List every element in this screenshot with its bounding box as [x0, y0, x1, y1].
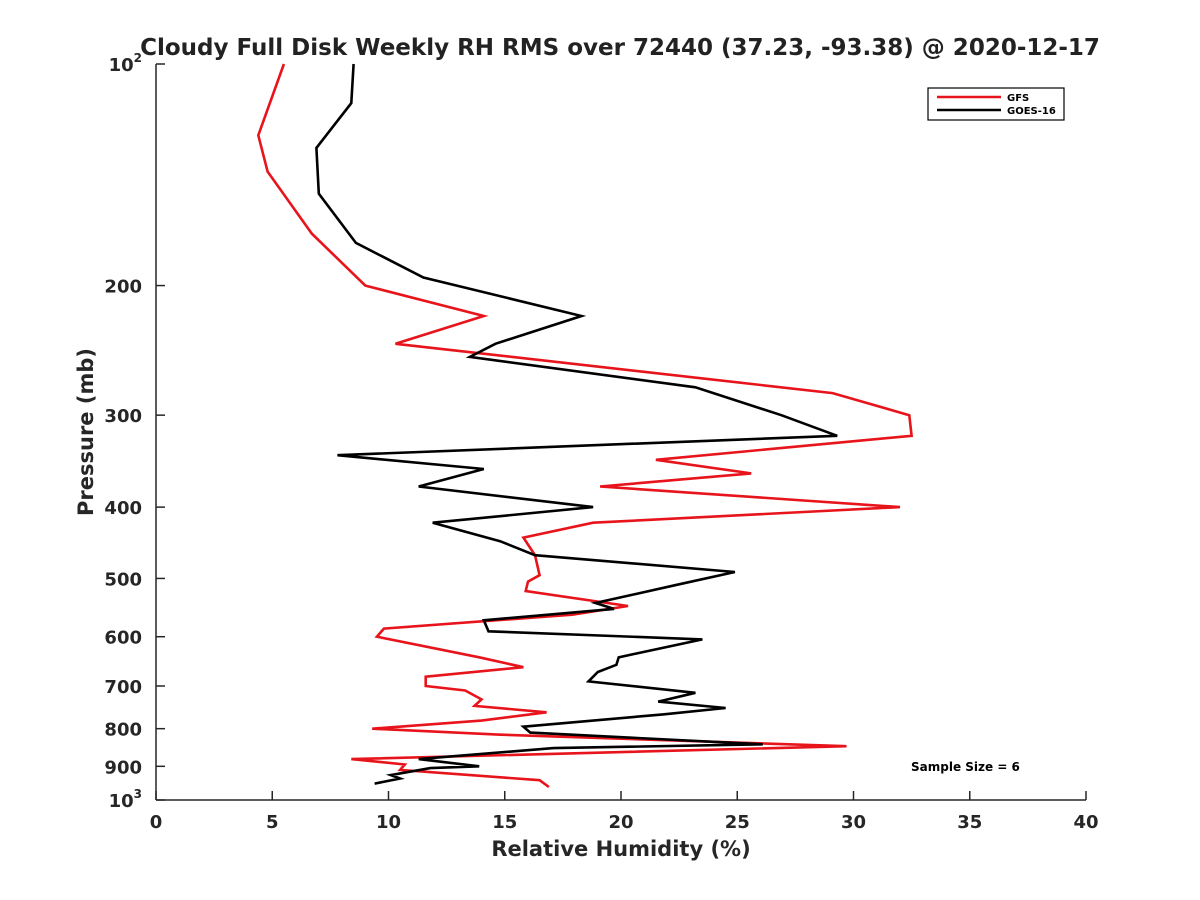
x-tick-label-15: 15: [492, 812, 517, 833]
x-tick-label-40: 40: [1073, 812, 1098, 833]
y-tick-label-800: 800: [104, 720, 142, 741]
x-tick-label-0: 0: [150, 812, 163, 833]
x-tick-label-5: 5: [266, 812, 279, 833]
y-tick-label-300: 300: [104, 406, 142, 427]
series-line-goes16: [315, 63, 838, 785]
y-tick-label-900: 900: [104, 757, 142, 778]
y-tick-label-700: 700: [104, 677, 142, 698]
legend: GFS GOES-16: [927, 87, 1065, 121]
legend-label-gfs: GFS: [1007, 93, 1029, 104]
x-tick-label-10: 10: [376, 812, 401, 833]
x-tick-label-35: 35: [957, 812, 982, 833]
series-line-gfs: [256, 63, 914, 789]
y-tick-label-200: 200: [104, 277, 142, 298]
legend-box: [927, 87, 1065, 121]
legend-label-goes16: GOES-16: [1007, 106, 1056, 117]
x-tick-label-30: 30: [841, 812, 866, 833]
y-tick-label-600: 600: [104, 628, 142, 649]
chart-title: Cloudy Full Disk Weekly RH RMS over 7244…: [140, 35, 1100, 61]
y-axis-label: Pressure (mb): [74, 348, 98, 516]
y-tick-label-100: 102: [109, 51, 142, 76]
x-axis-label: Relative Humidity (%): [491, 837, 750, 861]
x-axis-ticks: 0 5 10 15 20 25 30 35 40: [150, 791, 1099, 833]
y-tick-label-1000: 103: [109, 787, 142, 812]
x-tick-label-25: 25: [725, 812, 750, 833]
y-tick-label-400: 400: [104, 498, 142, 519]
x-tick-label-20: 20: [608, 812, 633, 833]
y-tick-label-500: 500: [104, 569, 142, 590]
plot-area: [256, 63, 914, 789]
y-axis-ticks: 102 200 300 400 500 600 700 800 900 103: [104, 51, 165, 812]
sample-size-annotation: Sample Size = 6: [911, 760, 1020, 774]
